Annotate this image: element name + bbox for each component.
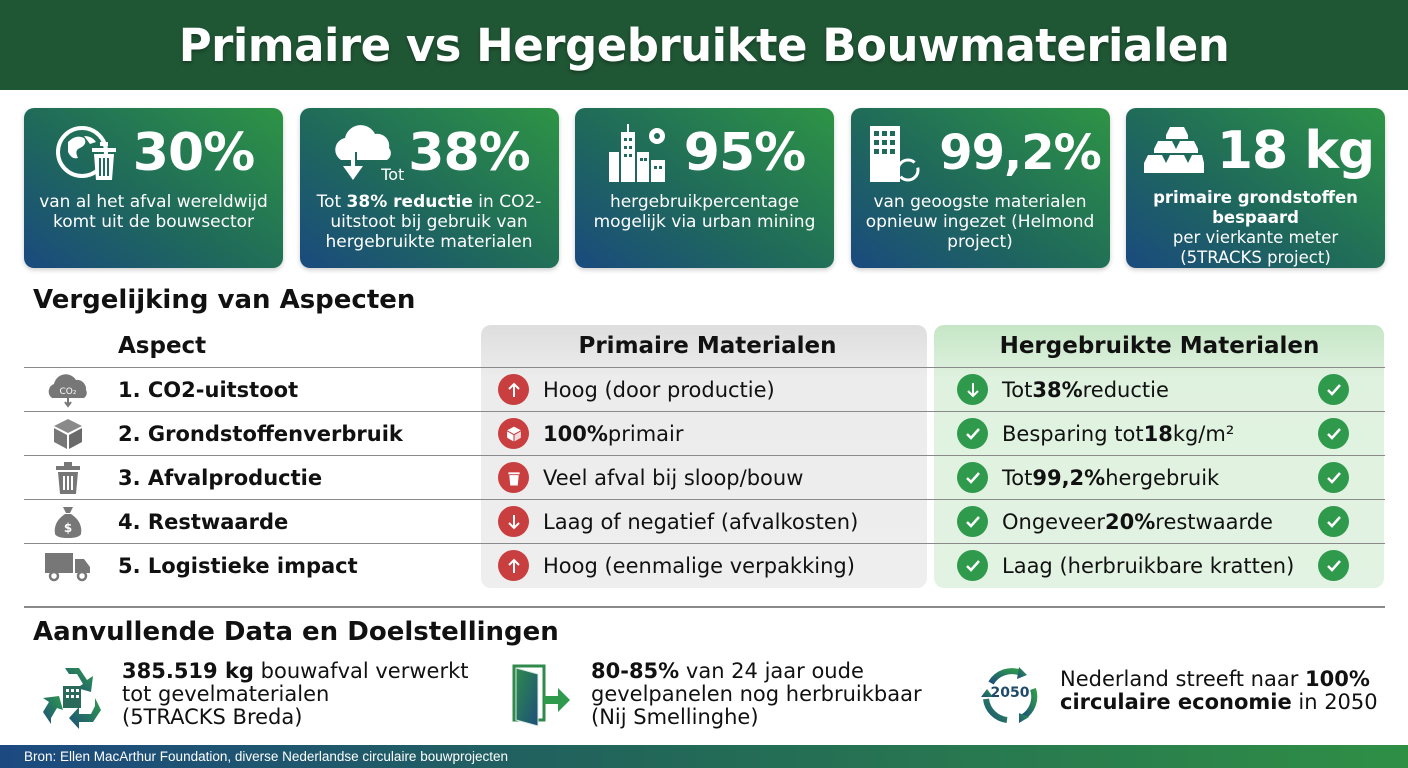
header-banner: Primaire vs Hergebruikte Bouwmaterialen (0, 0, 1408, 90)
co2-cloud-icon: CO₂ (24, 372, 112, 408)
table-header-row: Aspect Primaire Materialen Hergebruikte … (24, 325, 1385, 367)
stat-description: primaire grondstoffen bespaard per vierka… (1153, 188, 1358, 267)
stacked-bars-icon (1137, 120, 1211, 182)
stat-value: 30% (132, 123, 255, 183)
primary-cell: Laag of negatief (afvalkosten) (481, 506, 934, 537)
svg-text:$: $ (64, 521, 72, 535)
extra-text: 80-85% van 24 jaar oude gevelpanelen nog… (591, 659, 922, 729)
box-icon (24, 417, 112, 451)
aspect-label: 2. Grondstoffenverbruik (118, 421, 403, 446)
stat-card-waste: 30% van al het afval wereldwijd komt uit… (24, 108, 283, 268)
table-row: CO₂ 1. CO2-uitstoot Hoog (door productie… (24, 367, 1385, 411)
badge-2050: 2050 (990, 685, 1030, 701)
reused-cell: Laag (herbruikbare kratten) (934, 550, 1385, 581)
aspect-label: 3. Afvalproductie (118, 465, 323, 490)
reused-column-bg (934, 325, 1384, 588)
aspect-label: 5. Logistieke impact (118, 553, 358, 578)
extra-text: Nederland streeft naar 100% circulaire e… (1060, 667, 1378, 714)
footer-source: Bron: Ellen MacArthur Foundation, divers… (0, 745, 1408, 768)
header-primary: Primaire Materialen (578, 333, 837, 359)
check-icon (1318, 550, 1349, 581)
stat-description: van geoogste materialen opnieuw ingezet … (865, 192, 1095, 252)
stat-value: 38% (408, 123, 530, 183)
cloud-download-icon: Tot (328, 122, 405, 184)
stat-prefix: Tot (381, 165, 405, 184)
header-aspect: Aspect (118, 333, 207, 359)
section-divider (24, 606, 1385, 608)
building-recycle-icon (859, 122, 933, 184)
svg-text:CO₂: CO₂ (60, 387, 77, 397)
table-row: 3. Afvalproductie Veel afval bij sloop/b… (24, 455, 1385, 499)
trash-icon (24, 461, 112, 495)
check-icon (1318, 418, 1349, 449)
check-icon (957, 506, 988, 537)
check-icon (1318, 462, 1349, 493)
stat-card-urban-mining: 95% hergebruikpercentage mogelijk via ur… (575, 108, 834, 268)
stat-description: hergebruikpercentage mogelijk via urban … (593, 192, 816, 232)
page-title: Primaire vs Hergebruikte Bouwmaterialen (178, 18, 1230, 72)
table-row: 2. Grondstoffenverbruik 100% primair Bes… (24, 411, 1385, 455)
primary-cell: Veel afval bij sloop/bouw (481, 462, 934, 493)
stat-value: 95% (683, 123, 806, 183)
trash-icon (498, 462, 529, 493)
aspect-label: 4. Restwaarde (118, 509, 289, 534)
extras-section: 385.519 kg bouwafval verwerkt tot gevelm… (0, 656, 1408, 736)
arrow-down-icon (957, 374, 988, 405)
primary-cell: 100% primair (481, 418, 934, 449)
stat-value: 99,2% (939, 125, 1102, 181)
stat-value: 18 kg (1216, 121, 1375, 181)
reused-cell: Tot 99,2% hergebruik (934, 462, 1385, 493)
stat-cards: 30% van al het afval wereldwijd komt uit… (24, 108, 1385, 268)
header-reused: Hergebruikte Materialen (999, 333, 1320, 359)
box-icon (498, 418, 529, 449)
check-icon (1318, 506, 1349, 537)
cycle-2050-icon: 2050 (974, 660, 1046, 732)
comparison-table: Aspect Primaire Materialen Hergebruikte … (24, 325, 1385, 588)
panel-export-icon (505, 660, 577, 732)
money-bag-icon: $ (24, 505, 112, 539)
table-row: $ 4. Restwaarde Laag of negatief (afvalk… (24, 499, 1385, 543)
stat-card-5tracks: 18 kg primaire grondstoffen bespaard per … (1126, 108, 1385, 268)
extras-title: Aanvullende Data en Doelstellingen (33, 617, 559, 647)
extra-item-2050: 2050 Nederland streeft naar 100% circula… (974, 660, 1378, 732)
primary-cell: Hoog (eenmalige verpakking) (481, 550, 934, 581)
truck-icon (24, 550, 112, 582)
extra-item-panels: 80-85% van 24 jaar oude gevelpanelen nog… (505, 660, 922, 732)
stat-description: Tot 38% reductie in CO2-uitstoot bij geb… (316, 192, 542, 252)
reused-cell: Tot 38% reductie (934, 374, 1385, 405)
primary-cell: Hoog (door productie) (481, 374, 934, 405)
arrow-down-icon (498, 506, 529, 537)
table-row: 5. Logistieke impact Hoog (eenmalige ver… (24, 543, 1385, 587)
recycle-building-icon (36, 660, 108, 732)
source-text: Bron: Ellen MacArthur Foundation, divers… (24, 749, 509, 764)
comparison-title: Vergelijking van Aspecten (33, 285, 416, 315)
extra-text: 385.519 kg bouwafval verwerkt tot gevelm… (122, 659, 469, 729)
arrow-up-icon (498, 550, 529, 581)
stat-card-helmond: 99,2% van geoogste materialen opnieuw in… (850, 108, 1110, 268)
primary-column-bg (481, 325, 927, 588)
check-icon (957, 550, 988, 581)
aspect-label: 1. CO2-uitstoot (118, 377, 299, 402)
arrow-up-icon (498, 374, 529, 405)
reused-cell: Ongeveer 20% restwaarde (934, 506, 1385, 537)
globe-trash-icon (53, 122, 127, 184)
check-icon (1318, 374, 1349, 405)
stat-description: van al het afval wereldwijd komt uit de … (39, 192, 268, 232)
reused-cell: Besparing tot 18 kg/m² (934, 418, 1385, 449)
stat-card-co2: Tot 38% Tot 38% reductie in CO2-uitstoot… (299, 108, 559, 268)
city-gear-icon (604, 122, 678, 184)
check-icon (957, 418, 988, 449)
extra-item-5tracks: 385.519 kg bouwafval verwerkt tot gevelm… (36, 660, 468, 732)
check-icon (957, 462, 988, 493)
